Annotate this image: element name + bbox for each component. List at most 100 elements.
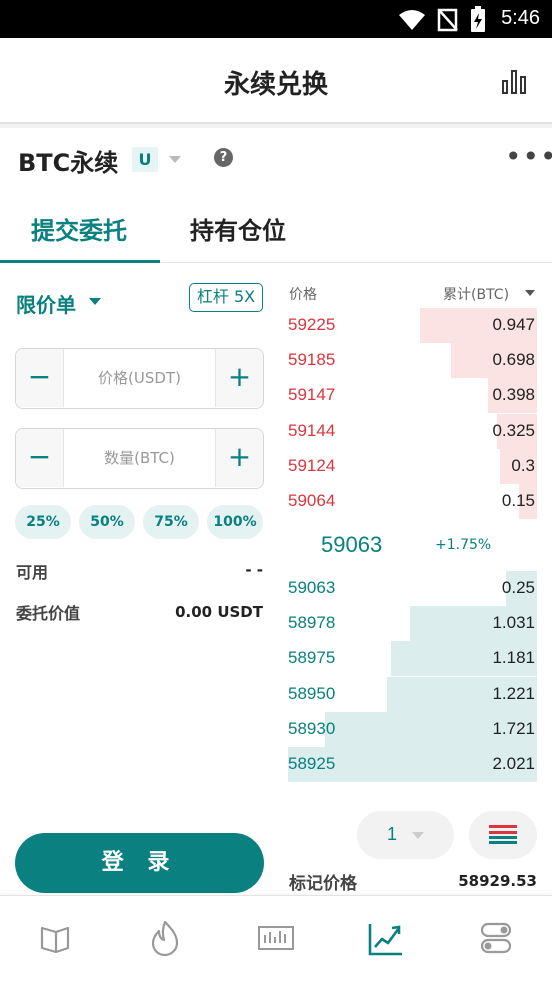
ask-amount: 0.15 xyxy=(501,491,535,510)
battery-charging-icon xyxy=(471,6,485,32)
ask-amount: 0.3 xyxy=(511,455,535,475)
price-decrease-button[interactable]: − xyxy=(16,349,64,407)
bid-price: 58950 xyxy=(288,683,336,703)
bid-amount: 1.181 xyxy=(492,648,535,668)
login-button[interactable]: 登 录 xyxy=(15,833,264,893)
quantity-input[interactable]: 数量(BTC) xyxy=(104,449,175,467)
percent-25-button[interactable]: 25% xyxy=(15,505,71,539)
ask-amount: 0.325 xyxy=(492,420,535,440)
app-bar: 永续兑换 xyxy=(0,38,552,124)
bid-amount: 1.221 xyxy=(492,683,535,703)
quantity-increase-button[interactable]: + xyxy=(215,429,263,487)
bid-price: 59063 xyxy=(288,578,336,597)
price-increase-button[interactable]: + xyxy=(215,349,263,407)
wifi-icon xyxy=(399,10,425,30)
ask-depth-bar xyxy=(497,413,537,449)
orderbook-layout-icon xyxy=(489,825,517,844)
available-label: 可用 xyxy=(16,563,49,582)
available-value: - - xyxy=(245,561,263,579)
market-chart-icon[interactable] xyxy=(254,916,298,960)
bid-row[interactable]: 58950 1.221 xyxy=(288,676,537,712)
ask-amount: 0.698 xyxy=(492,350,535,370)
precision-select[interactable]: 1 xyxy=(357,811,454,859)
bid-row[interactable]: 58975 1.181 xyxy=(288,641,537,677)
margin-type-badge: U xyxy=(132,147,158,172)
bid-depth-bar xyxy=(288,747,537,782)
price-change: +1.75% xyxy=(435,537,492,553)
chevron-down-icon[interactable] xyxy=(169,156,181,163)
bid-amount: 0.25 xyxy=(501,578,535,597)
tab-place-order[interactable]: 提交委托 xyxy=(31,217,127,245)
ask-row[interactable]: 59185 0.698 xyxy=(288,343,537,379)
last-price: 59063 xyxy=(321,532,383,557)
flame-icon[interactable] xyxy=(143,916,187,960)
percent-50-button[interactable]: 50% xyxy=(79,505,135,539)
ask-price: 59144 xyxy=(288,420,336,440)
ask-price: 59064 xyxy=(288,491,336,510)
bottom-nav xyxy=(0,895,552,981)
ask-row[interactable]: 59064 0.15 xyxy=(288,484,537,519)
ask-price: 59124 xyxy=(288,455,336,475)
order-value-label: 委托价值 xyxy=(16,604,81,623)
bid-price: 58925 xyxy=(288,754,336,773)
price-stepper: − 价格(USDT) + xyxy=(15,348,264,409)
orderbook-amount-header[interactable]: 累计(BTC) xyxy=(443,287,510,303)
ask-depth-bar xyxy=(519,484,537,519)
bid-depth-bar xyxy=(506,571,537,606)
price-input[interactable]: 价格(USDT) xyxy=(98,369,181,387)
percent-100-button[interactable]: 100% xyxy=(207,505,263,539)
bid-price: 58978 xyxy=(288,613,336,633)
bid-row[interactable]: 58930 1.721 xyxy=(288,711,537,747)
divider xyxy=(0,124,552,128)
market-symbol[interactable]: BTC永续 xyxy=(18,149,119,177)
quantity-stepper: − 数量(BTC) + xyxy=(15,428,264,489)
bid-row[interactable]: 59063 0.25 xyxy=(288,571,537,606)
bid-amount: 2.021 xyxy=(492,754,535,773)
leverage-button[interactable]: 杠杆 5X xyxy=(189,283,263,312)
ask-price: 59225 xyxy=(288,315,336,334)
status-time: 5:46 xyxy=(501,7,540,29)
ask-row[interactable]: 59225 0.947 xyxy=(288,308,537,343)
ask-price: 59147 xyxy=(288,385,336,405)
bid-amount: 1.721 xyxy=(492,718,535,738)
quantity-decrease-button[interactable]: − xyxy=(16,429,64,487)
bid-depth-bar xyxy=(410,606,537,642)
bid-price: 58975 xyxy=(288,648,336,668)
orderbook-price-header: 价格 xyxy=(289,287,317,303)
ask-row[interactable]: 59144 0.325 xyxy=(288,413,537,449)
toggle-settings-icon[interactable] xyxy=(474,916,518,960)
tab-positions[interactable]: 持有仓位 xyxy=(190,217,286,245)
no-signal-icon xyxy=(437,8,458,32)
ask-depth-bar xyxy=(488,378,537,414)
ask-depth-bar xyxy=(420,308,537,343)
ask-row[interactable]: 59124 0.3 xyxy=(288,448,537,484)
ask-depth-bar xyxy=(500,448,537,484)
map-icon[interactable] xyxy=(34,916,78,960)
more-icon[interactable]: ••• xyxy=(505,140,552,173)
bid-row[interactable]: 58925 2.021 xyxy=(288,747,537,782)
bid-row[interactable]: 58978 1.031 xyxy=(288,606,537,642)
precision-chevron-icon xyxy=(412,832,424,839)
bid-depth-bar xyxy=(325,711,537,747)
status-bar: 5:46 xyxy=(0,0,552,38)
trade-chart-icon[interactable] xyxy=(364,916,408,960)
help-icon[interactable]: ? xyxy=(214,148,233,167)
ask-price: 59185 xyxy=(288,350,336,370)
tab-divider xyxy=(0,262,552,263)
precision-value: 1 xyxy=(387,824,398,844)
mark-price-value: 58929.53 xyxy=(458,872,537,890)
bid-depth-bar xyxy=(391,641,537,677)
ask-depth-bar xyxy=(451,343,537,379)
amount-unit-chevron-icon[interactable] xyxy=(525,290,535,296)
ask-amount: 0.947 xyxy=(492,315,535,334)
bid-price: 58930 xyxy=(288,718,336,738)
bid-depth-bar xyxy=(387,676,537,712)
chart-bars-icon[interactable] xyxy=(501,69,529,95)
mark-price-label: 标记价格 xyxy=(289,874,357,894)
orderbook-layout-button[interactable] xyxy=(469,811,537,859)
ask-row[interactable]: 59147 0.398 xyxy=(288,378,537,414)
ask-amount: 0.398 xyxy=(492,385,535,405)
order-type-chevron-icon[interactable] xyxy=(89,298,101,305)
order-type-select[interactable]: 限价单 xyxy=(16,293,76,317)
percent-75-button[interactable]: 75% xyxy=(143,505,199,539)
